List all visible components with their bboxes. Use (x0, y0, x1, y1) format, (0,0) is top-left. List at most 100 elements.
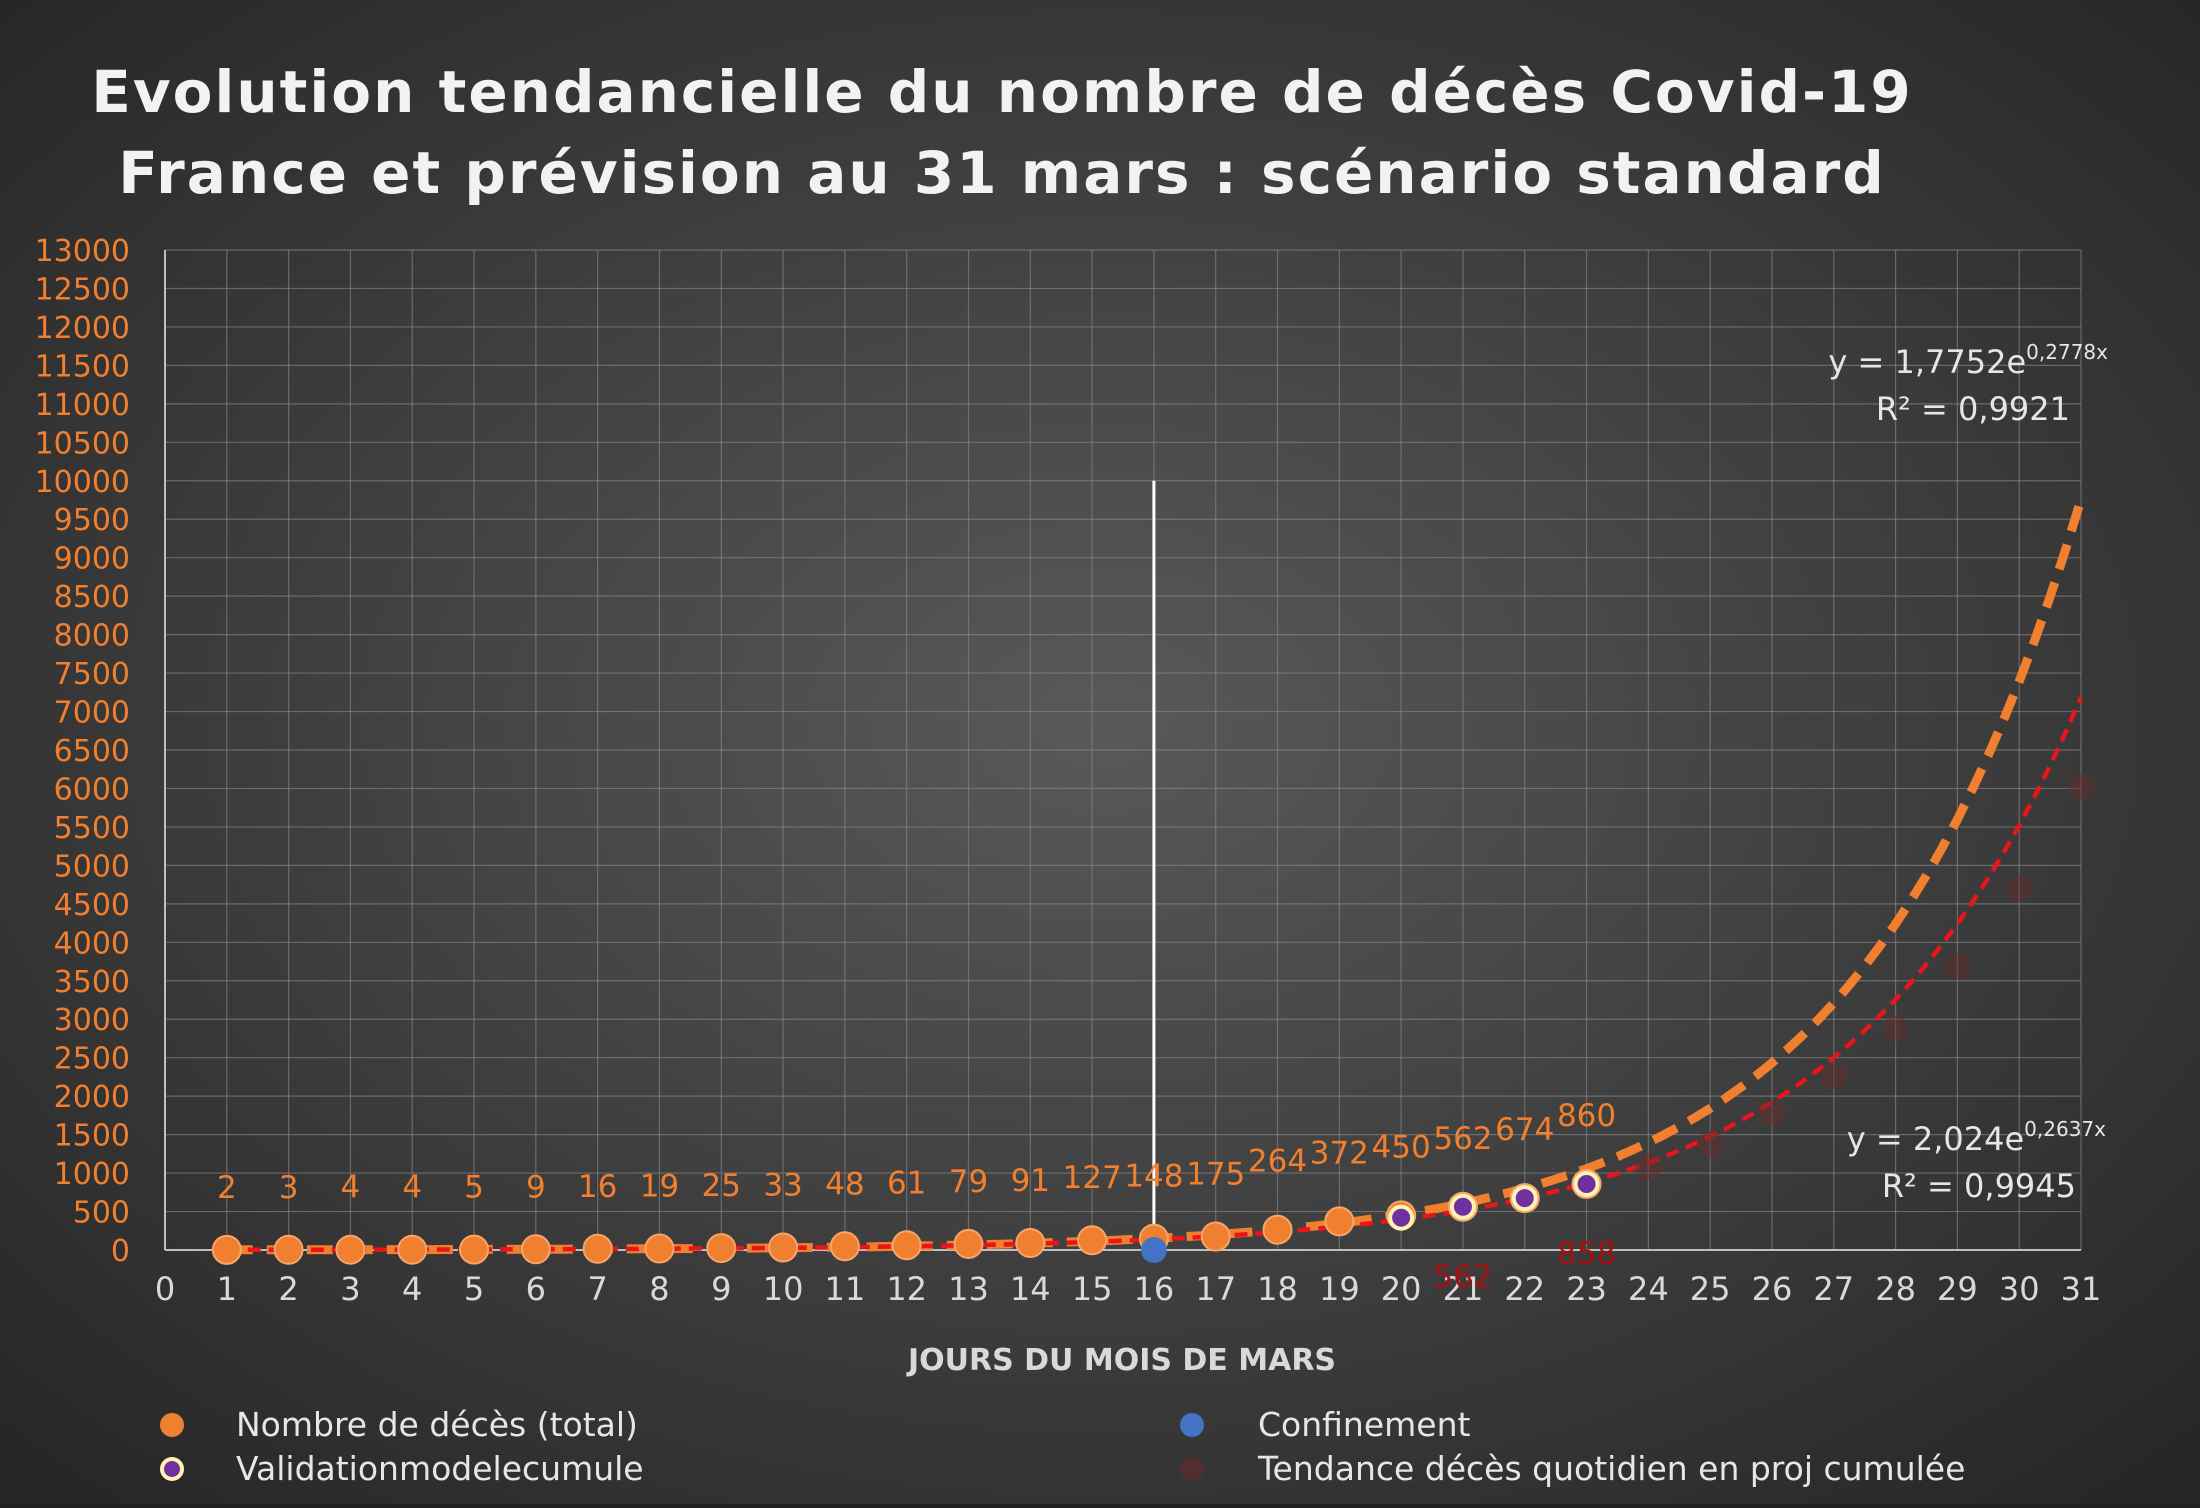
deces-point (335, 1234, 366, 1265)
deces-data-label: 562 (1433, 1121, 1492, 1157)
y-tick-label: 4500 (54, 888, 130, 923)
validation-point (1388, 1204, 1415, 1231)
x-tick-label: 31 (2061, 1270, 2102, 1308)
deces-point (582, 1233, 613, 1264)
deces-point (211, 1234, 242, 1265)
y-tick-label: 6000 (54, 772, 130, 807)
y-tick-label: 7000 (54, 696, 130, 731)
deces-point (520, 1234, 551, 1265)
x-tick-label: 22 (1504, 1270, 1545, 1308)
y-tick-label: 7500 (54, 657, 130, 692)
deces-data-label: 4 (341, 1170, 361, 1206)
x-tick-label: 7 (587, 1270, 607, 1308)
deces-point (273, 1234, 304, 1265)
y-tick-label: 12500 (35, 272, 130, 307)
legend-label-nombre-de-deces: Nombre de décès (total) (236, 1405, 638, 1444)
x-tick-label: 12 (886, 1270, 927, 1308)
trendline-orange-r2: R² = 0,9921 (1876, 390, 2070, 428)
validation-data-label: 562 (1433, 1259, 1492, 1295)
deces-point (706, 1233, 737, 1264)
grid (164, 249, 2082, 1251)
y-tick-label: 10500 (35, 426, 130, 461)
chart-title-line-1: Evolution tendancielle du nombre de décè… (91, 58, 1913, 126)
x-tick-label: 18 (1257, 1270, 1298, 1308)
x-tick-label: 11 (825, 1270, 866, 1308)
x-tick-label: 15 (1072, 1270, 1113, 1308)
trendline-orange-equation: y = 1,7752e0,2778x (1828, 340, 2108, 381)
deces-data-label: 175 (1186, 1157, 1245, 1193)
trendline-red-equation: y = 2,024e0,2637x (1847, 1117, 2106, 1158)
x-tick-label: 23 (1566, 1270, 1607, 1308)
x-tick-label: 24 (1628, 1270, 1669, 1308)
deces-point (953, 1228, 984, 1259)
x-tick-label: 0 (155, 1270, 175, 1308)
deces-data-label: 372 (1310, 1135, 1369, 1171)
legend: Nombre de décès (total) Validationmodele… (160, 1405, 1965, 1488)
deces-point (459, 1234, 490, 1265)
x-tick-label: 25 (1690, 1270, 1731, 1308)
legend-marker-confinement (1180, 1413, 1204, 1437)
tendance-point (1820, 1063, 1847, 1090)
x-tick-label: 20 (1381, 1270, 1422, 1308)
x-tick-label: 2 (278, 1270, 298, 1308)
x-axis-title: JOURS DU MOIS DE MARS (906, 1343, 1336, 1378)
legend-marker-validation (160, 1457, 184, 1481)
x-tick-label: 6 (526, 1270, 546, 1308)
deces-point (1262, 1214, 1293, 1245)
x-tick-label: 21 (1443, 1270, 1484, 1308)
deces-data-label: 5 (464, 1170, 484, 1206)
deces-point (1015, 1228, 1046, 1258)
deces-data-label: 48 (825, 1166, 864, 1202)
deces-data-label: 3 (279, 1170, 299, 1206)
legend-label-validation: Validationmodelecumule (236, 1449, 644, 1488)
legend-label-tendance: Tendance décès quotidien en proj cumulée (1257, 1449, 1965, 1488)
tendance-point (1882, 1015, 1909, 1042)
deces-data-label: 33 (763, 1167, 802, 1203)
axes: 0500100015002000250030003500400045005000… (35, 234, 2102, 1308)
y-tick-label: 500 (73, 1196, 130, 1231)
y-tick-label: 5000 (54, 849, 130, 884)
x-tick-label: 27 (1813, 1270, 1854, 1308)
deces-point (829, 1231, 860, 1262)
x-tick-label: 28 (1875, 1270, 1916, 1308)
x-tick-label: 9 (711, 1270, 731, 1308)
y-tick-label: 12000 (35, 311, 130, 346)
deces-data-label: 450 (1372, 1129, 1431, 1165)
deces-data-label: 19 (640, 1169, 679, 1205)
x-tick-label: 17 (1195, 1270, 1236, 1308)
x-tick-label: 3 (340, 1270, 360, 1308)
tendance-point (2006, 875, 2033, 902)
deces-point (644, 1233, 675, 1264)
deces-data-label: 2 (217, 1170, 237, 1206)
deces-data-label: 91 (1011, 1163, 1050, 1199)
data-labels: 2 3 4 4 5 9 16 19 25 33 48 61 79 91 127 148 175 264 372 450… (217, 1098, 1616, 1295)
deces-data-label: 79 (949, 1164, 988, 1200)
validation-point (1573, 1171, 1600, 1197)
deces-data-label: 16 (578, 1169, 617, 1205)
deces-data-label: 4 (402, 1170, 422, 1206)
chart-title-line-2: France et prévision au 31 mars : scénari… (118, 139, 1885, 207)
deces-data-label: 264 (1248, 1144, 1307, 1180)
legend-marker-tendance (1180, 1457, 1204, 1481)
x-tick-label: 30 (1999, 1270, 2040, 1308)
deces-point (397, 1234, 428, 1265)
deces-data-label: 9 (526, 1169, 546, 1205)
y-tick-label: 9500 (54, 503, 130, 538)
tendance-point (1635, 1153, 1662, 1180)
y-tick-label: 4000 (54, 926, 130, 961)
y-tick-label: 8000 (54, 619, 130, 654)
x-tick-label: 4 (402, 1270, 422, 1308)
y-tick-label: 3500 (54, 965, 130, 1000)
tendance-point (1944, 953, 1971, 980)
y-tick-label: 3000 (54, 1003, 130, 1038)
x-tick-label: 29 (1937, 1270, 1978, 1308)
deces-data-label: 148 (1124, 1159, 1183, 1195)
y-tick-label: 10000 (35, 465, 130, 500)
tendance-point (1697, 1130, 1724, 1157)
y-tick-label: 6500 (54, 734, 130, 769)
y-tick-label: 1000 (54, 1157, 130, 1192)
x-tick-label: 16 (1134, 1270, 1175, 1308)
x-tick-label: 26 (1752, 1270, 1793, 1308)
